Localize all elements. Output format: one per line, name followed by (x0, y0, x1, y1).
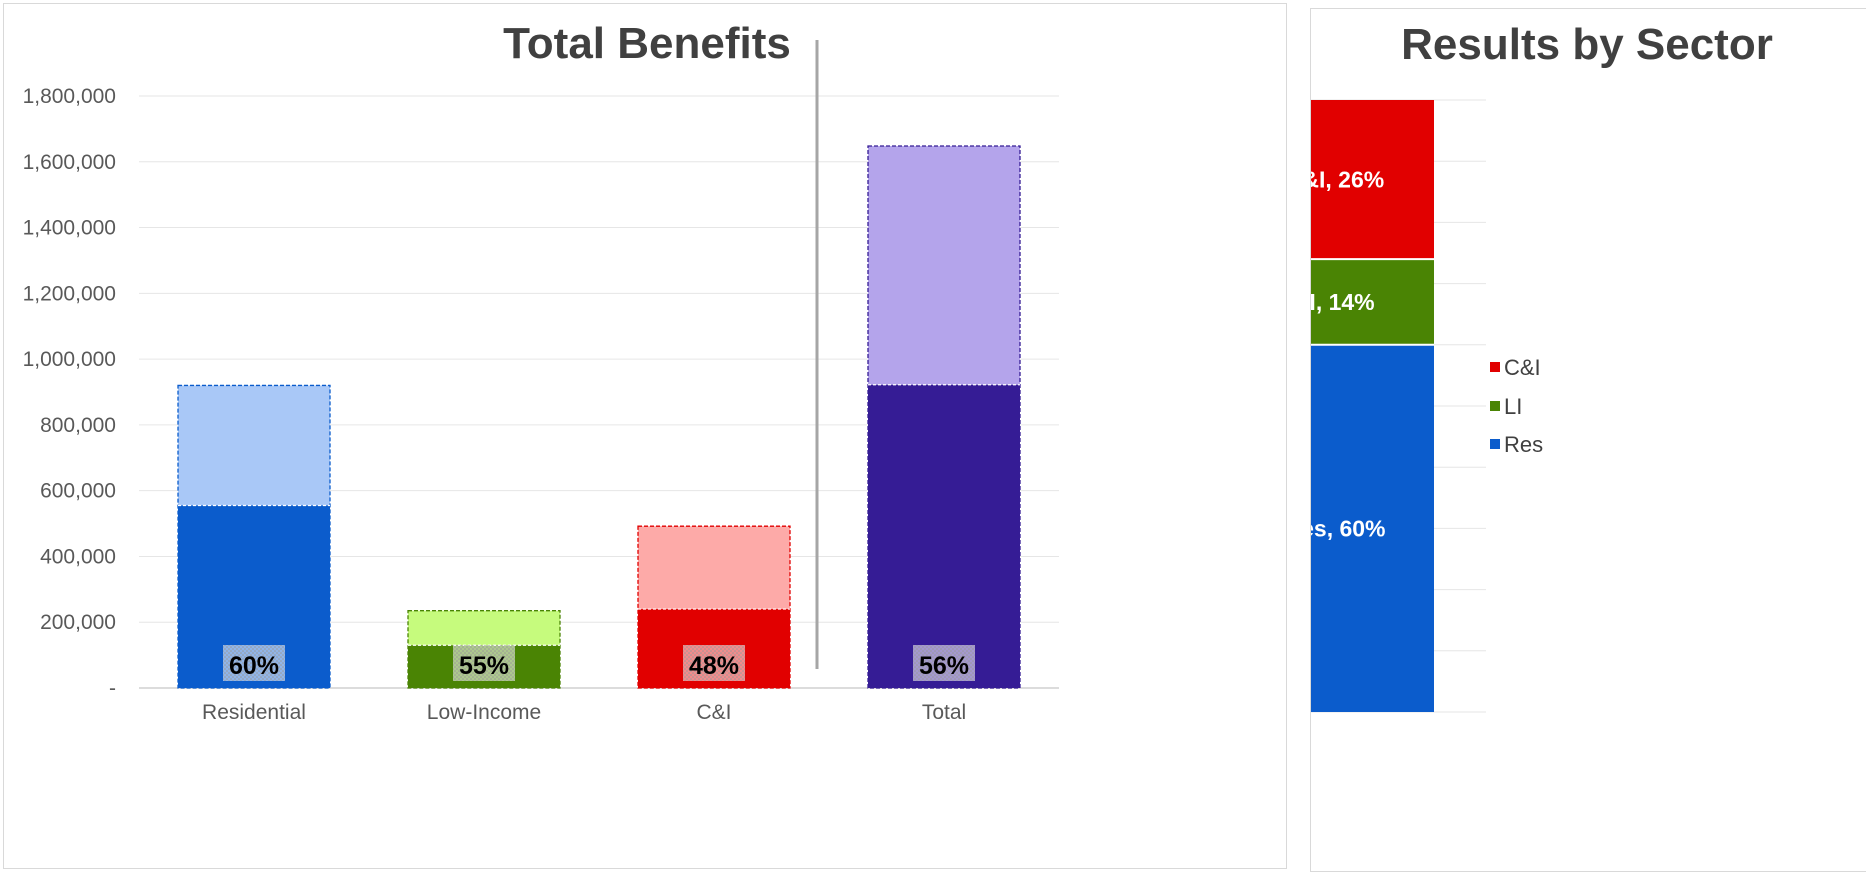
legend-swatch (1490, 362, 1500, 372)
bar-total-benefits (638, 526, 790, 610)
bar-total-benefits (408, 610, 560, 646)
segment-label: C&I, 26% (1311, 167, 1384, 193)
bar-outline (867, 145, 1021, 689)
legend-item: C&I (1504, 355, 1541, 380)
bar-outline (637, 525, 791, 689)
total-benefits-chart: Total Benefits - 200,000 400,000 600,000 800… (23, 19, 1059, 724)
bar-outline (177, 384, 331, 689)
percent-label: 48% (689, 652, 739, 680)
x-category-label: Low-Income (427, 701, 541, 724)
y-tick-label: 1,200,000 (23, 282, 116, 305)
bar-outline (407, 610, 561, 689)
percent-label-box (683, 645, 745, 681)
stacked-segment (1311, 344, 1434, 712)
bar-total-benefits (178, 385, 330, 506)
total-benefits-chart-panel: Total Benefits - 200,000 400,000 600,000 800… (3, 3, 1287, 869)
bar-realized-benefits (868, 384, 1020, 688)
percent-label-box (453, 645, 515, 681)
y-tick-label: 200,000 (40, 611, 116, 634)
y-tick-label: 1,400,000 (23, 217, 116, 240)
y-tick-label: 1,800,000 (23, 85, 116, 108)
percent-label-box (913, 645, 975, 681)
legend-item: Res (1504, 432, 1543, 457)
y-tick-label: 1,000,000 (23, 348, 116, 371)
y-tick-label: - (109, 677, 116, 700)
y-tick-label: 400,000 (40, 545, 116, 568)
y-tick-label: 600,000 (40, 480, 116, 503)
segment-label: Res, 60% (1311, 515, 1386, 541)
y-tick-label: 800,000 (40, 414, 116, 437)
chart-title: Results by Sector (1401, 20, 1773, 69)
chart-title: Total Benefits (503, 19, 791, 68)
x-category-label: Residential (202, 701, 306, 724)
legend-item: LI (1504, 394, 1522, 419)
stacked-segment (1311, 259, 1434, 345)
results-by-sector-chart-panel: Results by Sector 0%10%20%30%40%50%60%70… (1310, 8, 1866, 872)
percent-label: 55% (459, 652, 509, 680)
y-tick-label: 1,600,000 (23, 151, 116, 174)
percent-label: 56% (919, 652, 969, 680)
bar-total-benefits (868, 145, 1020, 385)
percent-label-box (223, 645, 285, 681)
legend-swatch (1490, 439, 1500, 449)
segment-label: LI, 14% (1311, 289, 1375, 315)
percent-label: 60% (229, 652, 279, 680)
x-category-label: C&I (696, 701, 731, 724)
stacked-segment (1311, 100, 1434, 260)
x-category-label: Total (922, 701, 966, 724)
results-by-sector-chart: Results by Sector 0%10%20%30%40%50%60%70… (1311, 20, 1773, 713)
legend-swatch (1490, 401, 1500, 411)
